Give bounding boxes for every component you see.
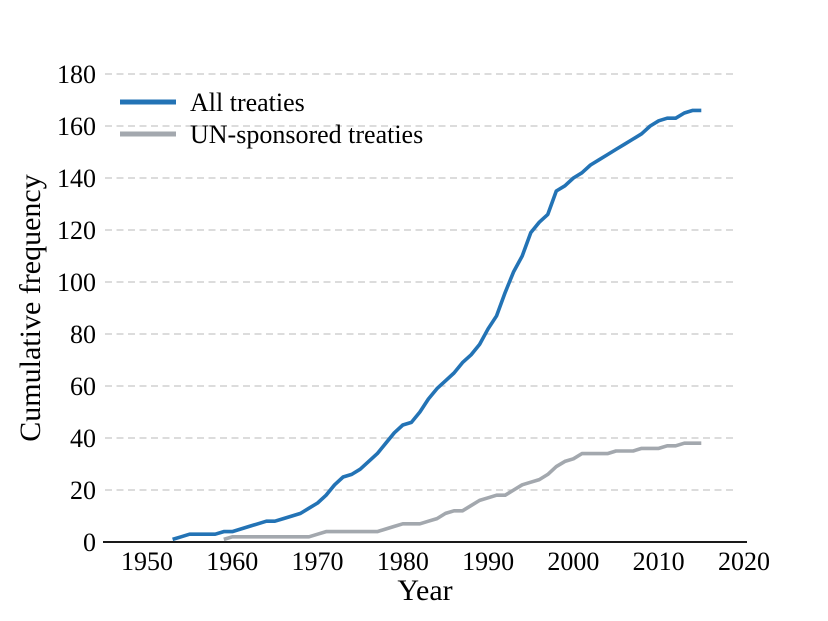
y-tick-label-80: 80: [70, 320, 96, 349]
y-tick-label-180: 180: [57, 60, 96, 89]
y-tick-label-160: 160: [57, 112, 96, 141]
legend-label-all-treaties: All treaties: [190, 88, 305, 117]
y-tick-label-60: 60: [70, 372, 96, 401]
y-tick-label-100: 100: [57, 268, 96, 297]
y-tick-label-140: 140: [57, 164, 96, 193]
legend-label-un-sponsored-treaties: UN-sponsored treaties: [190, 120, 423, 149]
x-tick-label-1990: 1990: [462, 547, 514, 576]
y-tick-label-0: 0: [83, 528, 96, 557]
x-axis-title: Year: [397, 574, 452, 607]
y-tick-label-120: 120: [57, 216, 96, 245]
series-line-all-treaties: [172, 108, 702, 542]
x-tick-label-2020: 2020: [718, 547, 770, 576]
y-axis-tick-labels: 0 20 40 60 80 100 120 140 160 180: [57, 60, 96, 557]
series-line-un-sponsored-treaties: [223, 441, 702, 542]
legend: All treaties UN-sponsored treaties: [120, 88, 423, 149]
y-tick-label-40: 40: [70, 424, 96, 453]
x-axis-tick-labels: 1950 1960 1970 1980 1990 2000 2010 2020: [121, 547, 770, 576]
x-tick-label-1960: 1960: [206, 547, 258, 576]
y-axis-title: Cumulative frequency: [14, 174, 47, 441]
x-tick-label-2000: 2000: [547, 547, 599, 576]
x-tick-label-1980: 1980: [377, 547, 429, 576]
y-tick-label-20: 20: [70, 476, 96, 505]
x-tick-label-1970: 1970: [292, 547, 344, 576]
x-tick-label-1950: 1950: [121, 547, 173, 576]
gridlines: [105, 73, 737, 491]
x-tick-label-2010: 2010: [633, 547, 685, 576]
data-series-lines: [172, 108, 702, 542]
